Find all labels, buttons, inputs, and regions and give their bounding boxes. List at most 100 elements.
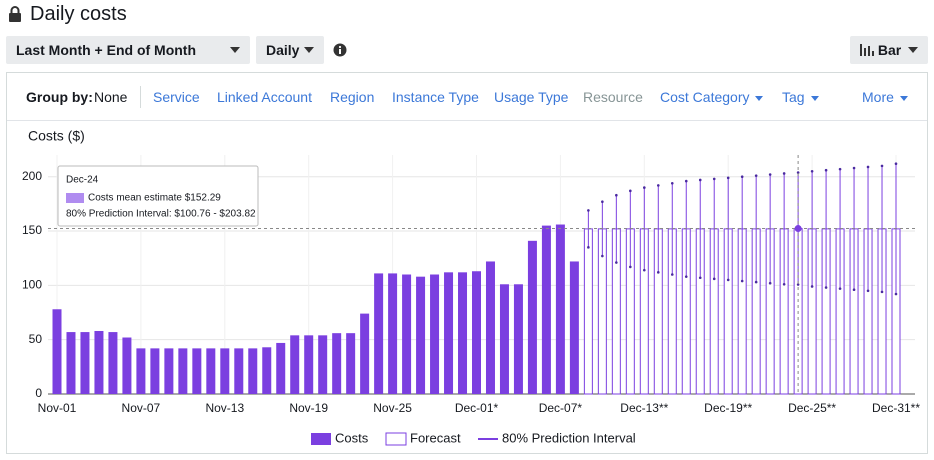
y-tick-label: 0 — [35, 386, 42, 400]
lock-icon — [9, 6, 21, 22]
cost-bar — [220, 348, 230, 394]
interval-high-dot — [894, 162, 898, 165]
cost-bar — [164, 348, 174, 394]
interval-low-dot — [740, 279, 744, 283]
interval-high-dot — [880, 164, 884, 168]
x-tick-label: Nov-25 — [373, 401, 412, 415]
interval-low-dot — [601, 254, 604, 258]
interval-low-dot — [824, 286, 828, 289]
legend-label: Costs — [335, 430, 369, 445]
interval-low-dot — [670, 273, 674, 276]
chart-style-dropdown[interactable]: Bar — [850, 36, 928, 64]
interval-high-dot — [629, 189, 632, 193]
cost-bar — [178, 348, 188, 394]
interval-low-dot — [768, 281, 772, 285]
interval-low-dot — [796, 283, 800, 286]
cost-bar — [430, 274, 440, 394]
cost-bar — [527, 240, 537, 394]
group-option[interactable]: Instance Type — [392, 89, 479, 105]
y-tick-label: 150 — [22, 223, 42, 237]
group-option[interactable]: Cost Category — [660, 89, 764, 105]
interval-low-dot — [810, 285, 814, 288]
interval-high-dot — [656, 184, 660, 187]
cost-bar — [136, 348, 146, 394]
interval-low-dot — [852, 288, 856, 292]
cost-bar — [94, 330, 104, 394]
cost-bar — [248, 348, 258, 394]
group-option[interactable]: Usage Type — [494, 89, 568, 105]
granularity-label: Daily — [266, 42, 300, 58]
legend-swatch — [385, 432, 407, 446]
interval-high-dot — [698, 178, 702, 182]
cost-bar — [276, 342, 286, 394]
cost-bar — [513, 284, 523, 394]
date-range-dropdown[interactable]: Last Month + End of Month — [6, 36, 250, 64]
interval-low-dot — [866, 289, 870, 293]
group-option-disabled: Resource — [583, 89, 643, 105]
interval-high-dot — [852, 166, 856, 170]
cost-bar — [332, 333, 342, 394]
cost-bar — [444, 272, 454, 394]
x-tick-label: Nov-07 — [122, 401, 161, 415]
x-tick-label: Nov-19 — [289, 401, 328, 415]
cost-bar — [122, 337, 132, 394]
group-option[interactable]: Linked Account — [217, 89, 312, 105]
option-label: Instance Type — [392, 89, 479, 105]
cost-bar — [192, 348, 202, 394]
cost-bar — [541, 225, 551, 394]
legend-label: Forecast — [410, 430, 461, 445]
interval-low-dot — [698, 276, 702, 280]
interval-high-dot — [670, 181, 674, 185]
cost-bar — [555, 224, 565, 394]
cost-bar — [346, 333, 356, 394]
interval-low-dot — [656, 271, 660, 274]
tooltip-box — [57, 165, 259, 227]
x-tick-label: Dec-25** — [788, 401, 836, 415]
y-tick-label: 200 — [22, 169, 42, 183]
group-option[interactable]: Region — [330, 89, 374, 105]
x-tick-label: Dec-31** — [872, 401, 920, 415]
info-icon[interactable] — [333, 43, 347, 57]
option-label: Service — [153, 89, 200, 105]
interval-high-dot — [796, 171, 800, 174]
option-label: Region — [330, 89, 375, 105]
option-label: More — [862, 89, 894, 105]
interval-high-dot — [824, 168, 828, 172]
tooltip-title: Dec-24 — [66, 175, 99, 186]
option-label: Usage Type — [494, 89, 569, 105]
interval-high-dot — [601, 200, 604, 204]
cost-bar — [304, 335, 314, 394]
group-option[interactable]: Tag — [782, 89, 819, 105]
tooltip-line: Costs mean estimate $152.29 — [88, 193, 221, 204]
cost-bar — [52, 309, 62, 394]
cost-bar — [206, 348, 216, 394]
cost-bar — [234, 348, 244, 394]
group-by-label: Group by: — [26, 89, 93, 105]
x-tick-label: Dec-19** — [704, 401, 752, 415]
group-by-value: None — [94, 89, 128, 105]
interval-low-dot — [782, 282, 786, 286]
chart-panel — [6, 72, 928, 454]
cost-bar — [318, 335, 328, 394]
interval-high-dot — [866, 165, 870, 169]
forecast-bar — [583, 228, 593, 395]
group-option[interactable]: More — [862, 89, 908, 105]
legend-label: 80% Prediction Interval — [502, 430, 636, 445]
cost-bar — [108, 332, 118, 394]
interval-low-dot — [643, 268, 646, 272]
interval-high-dot — [838, 167, 842, 171]
cost-bar — [360, 313, 370, 394]
cost-bar — [402, 274, 412, 394]
interval-high-dot — [726, 176, 730, 180]
granularity-dropdown[interactable]: Daily — [256, 36, 324, 64]
interval-high-dot — [810, 169, 814, 173]
interval-high-dot — [615, 193, 618, 197]
cost-bar — [66, 332, 76, 394]
group-option[interactable]: Service — [153, 89, 200, 105]
interval-low-dot — [880, 290, 884, 294]
interval-high-dot — [782, 172, 786, 175]
cost-bar — [472, 271, 481, 394]
cost-bar — [485, 261, 495, 394]
interval-low-dot — [712, 277, 716, 281]
